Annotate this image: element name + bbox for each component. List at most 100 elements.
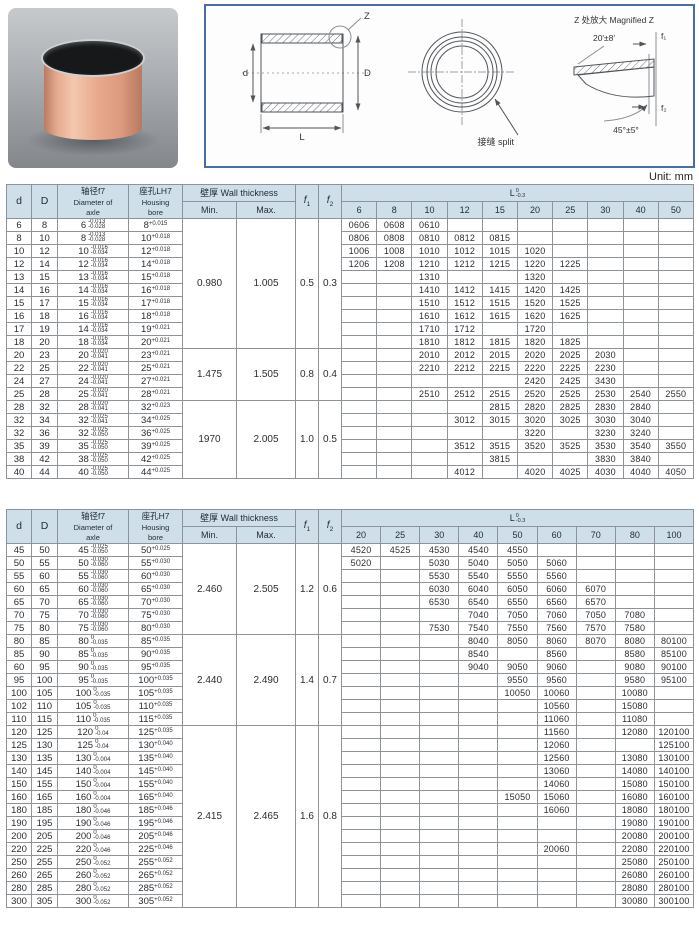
cell-part-number: 85100 (653, 647, 695, 662)
cell-part-number: 11080 (614, 712, 655, 727)
cell-part-number (575, 569, 616, 584)
cell-part-number (340, 673, 382, 688)
cell-housing-bore: 205+0.046 (128, 829, 183, 844)
cell-part-number: 1712 (446, 322, 483, 337)
cell-part-number (419, 647, 460, 662)
cell-part-number (340, 634, 382, 649)
cell-part-number (340, 296, 378, 311)
cell-housing-bore: 25+0.021 (128, 361, 183, 376)
cell-d: 300 (6, 894, 32, 909)
cell-part-number (657, 361, 694, 376)
cell-wall-max: 1.505 (236, 348, 296, 402)
cell-axle-diameter: 13 -0.016 -0.034 (57, 270, 129, 285)
cell-part-number: 0812 (446, 231, 483, 246)
cell-D: 28 (31, 387, 58, 402)
cell-part-number: 0608 (376, 218, 413, 233)
cell-part-number: 4520 (340, 543, 382, 558)
cell-part-number: 2012 (446, 348, 483, 363)
cell-part-number: 7050 (575, 608, 616, 623)
col-header-length-size: 40 (622, 201, 659, 220)
cell-part-number: 2540 (622, 387, 659, 402)
cell-part-number: 1212 (446, 257, 483, 272)
cell-wall-max: 2.505 (236, 543, 296, 636)
cell-part-number (587, 231, 624, 246)
cell-part-number (380, 582, 421, 597)
col-header-wall-thickness: 壁厚 Wall thickness (182, 183, 296, 203)
cell-part-number: 130100 (653, 751, 695, 766)
cell-part-number (575, 829, 616, 844)
cell-part-number (653, 569, 695, 584)
cell-part-number: 8050 (497, 634, 538, 649)
spec-table-large-diameters: d D 轴径f7 Diameter of axle 座孔H7 Housing bore 壁厚 W… (6, 508, 695, 909)
cell-part-number (575, 894, 616, 909)
cell-part-number (458, 725, 499, 740)
cell-part-number (376, 452, 413, 467)
cell-part-number: 5060 (536, 556, 577, 571)
cell-part-number: 5540 (458, 569, 499, 584)
cell-part-number (340, 647, 382, 662)
col-header-length-size: 80 (614, 526, 655, 545)
cell-part-number (376, 270, 413, 285)
col-header-f2: f2 (318, 508, 342, 545)
cell-part-number (497, 699, 538, 714)
cell-axle-diameter: 280 0 -0.052 (57, 881, 129, 896)
cell-wall-min: 1970 (182, 400, 237, 480)
cell-axle-diameter: 14 -0.016 -0.034 (57, 283, 129, 298)
cell-part-number (458, 881, 499, 896)
cell-part-number (419, 790, 460, 805)
cell-part-number: 1208 (376, 257, 413, 272)
cell-housing-bore: 17+0.018 (128, 296, 183, 311)
cell-part-number (419, 712, 460, 727)
cell-D: 27 (31, 374, 58, 389)
cell-part-number: 2220 (516, 361, 554, 376)
product-photo (8, 8, 178, 168)
cell-axle-diameter: 32 -0.025 -0.041 (57, 413, 129, 428)
cell-part-number: 0610 (411, 218, 448, 233)
col-header-length-size: 20 (516, 201, 554, 220)
cell-part-number: 2210 (411, 361, 448, 376)
cell-part-number (380, 673, 421, 688)
cell-d: 20 (6, 348, 32, 363)
cell-part-number: 200100 (653, 829, 695, 844)
cell-wall-min: 1.475 (182, 348, 237, 402)
cell-D: 36 (31, 426, 58, 441)
cell-part-number: 1510 (411, 296, 448, 311)
cell-part-number (481, 322, 518, 337)
cell-D: 225 (31, 842, 58, 857)
cell-D: 34 (31, 413, 58, 428)
cell-part-number (376, 283, 413, 298)
cell-part-number: 8560 (536, 647, 577, 662)
cell-part-number: 3550 (657, 439, 694, 454)
cell-part-number (340, 569, 382, 584)
cell-part-number: 12560 (536, 751, 577, 766)
cell-part-number: 1520 (516, 296, 554, 311)
cell-d: 32 (6, 426, 32, 441)
cell-f1: 1.6 (295, 725, 319, 909)
cell-part-number: 3040 (622, 413, 659, 428)
cell-part-number: 7560 (536, 621, 577, 636)
cell-part-number (575, 751, 616, 766)
cell-axle-diameter: 18 -0.016 -0.034 (57, 335, 129, 350)
cell-housing-bore: 195+0.046 (128, 816, 183, 831)
cell-part-number: 3525 (552, 439, 589, 454)
col-header-wall-min: Min. (182, 201, 237, 220)
cell-f2: 0.7 (318, 634, 342, 727)
cell-part-number: 15060 (536, 790, 577, 805)
cell-part-number: 150100 (653, 777, 695, 792)
cell-part-number (657, 296, 694, 311)
cell-axle-diameter: 220 0 -0.046 (57, 842, 129, 857)
cell-part-number (481, 465, 518, 480)
col-header-length-size: 25 (552, 201, 589, 220)
cell-f1: 1.0 (295, 400, 319, 480)
cell-part-number (380, 764, 421, 779)
cell-wall-min: 2.415 (182, 725, 237, 909)
cell-part-number (411, 400, 448, 415)
cell-part-number: 2815 (481, 400, 518, 415)
cell-part-number: 1515 (481, 296, 518, 311)
cell-D: 135 (31, 751, 58, 766)
cell-axle-diameter: 300 0 -0.052 (57, 894, 129, 909)
cell-part-number (516, 231, 554, 246)
cell-axle-diameter: 28 -0.020 -0.041 (57, 400, 129, 415)
cell-d: 130 (6, 751, 32, 766)
cell-d: 160 (6, 790, 32, 805)
